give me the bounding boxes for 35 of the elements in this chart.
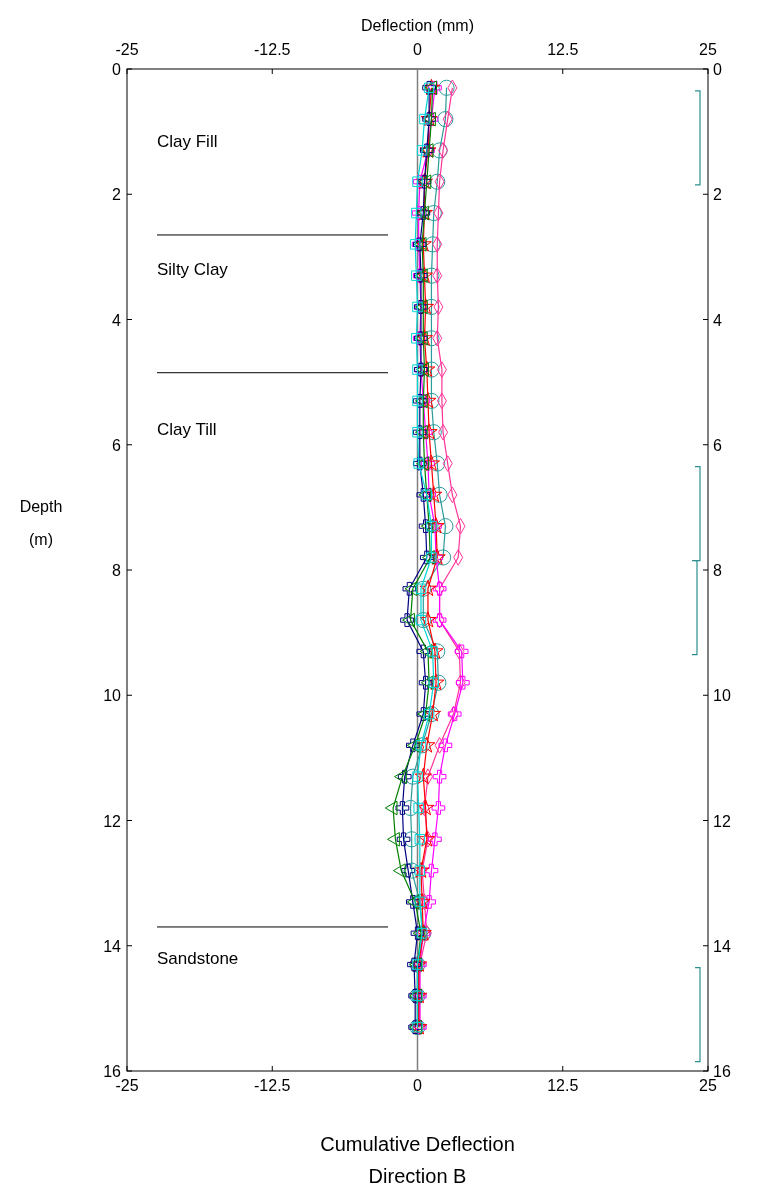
y2-tick-label: 14 xyxy=(713,937,731,955)
x-axis-title: Cumulative Deflection Direction B xyxy=(320,1133,515,1187)
y-tick-label: 0 xyxy=(112,61,122,78)
y2-tick-label: 8 xyxy=(713,562,722,579)
y2-tick-label: 0 xyxy=(713,61,722,78)
x-tick-label: 25 xyxy=(699,1077,717,1094)
annotation: Sandstone xyxy=(157,949,239,969)
y-tick-label: 8 xyxy=(112,562,122,579)
annotation: Silty Clay xyxy=(157,260,229,280)
x2-tick-label: 12.5 xyxy=(547,41,579,58)
y2-tick-label: 4 xyxy=(713,311,722,329)
x2-tick-label: -25 xyxy=(115,41,139,58)
y-tick-label: 14 xyxy=(103,937,122,955)
y-tick-label: 6 xyxy=(112,436,122,454)
annotation: Clay Till xyxy=(157,420,217,440)
y2-tick-label: 2 xyxy=(713,186,722,204)
y2-tick-label: 16 xyxy=(713,1063,731,1080)
y-tick-label: 10 xyxy=(103,687,122,705)
y-axis-title: Depth (m) xyxy=(19,498,63,548)
x-tick-label: -12.5 xyxy=(254,1077,291,1094)
x2-tick-label: -12.5 xyxy=(254,41,291,58)
y-tick-label: 12 xyxy=(103,812,122,830)
y-tick-label: 2 xyxy=(112,186,122,204)
x2-axis-title: Deflection (mm) xyxy=(361,17,474,34)
x-tick-label: 0 xyxy=(413,1077,423,1094)
x2-tick-label: 25 xyxy=(699,41,717,58)
x-tick-label: 12.5 xyxy=(547,1077,579,1094)
x2-tick-label: 0 xyxy=(413,41,423,58)
x-tick-label: -25 xyxy=(115,1077,139,1094)
y-tick-label: 16 xyxy=(103,1063,122,1080)
y2-tick-label: 12 xyxy=(713,812,731,830)
y2-tick-label: 10 xyxy=(713,687,731,705)
y2-tick-label: 6 xyxy=(713,436,722,454)
y-tick-label: 4 xyxy=(112,311,122,329)
annotation: Clay Fill xyxy=(157,132,218,152)
